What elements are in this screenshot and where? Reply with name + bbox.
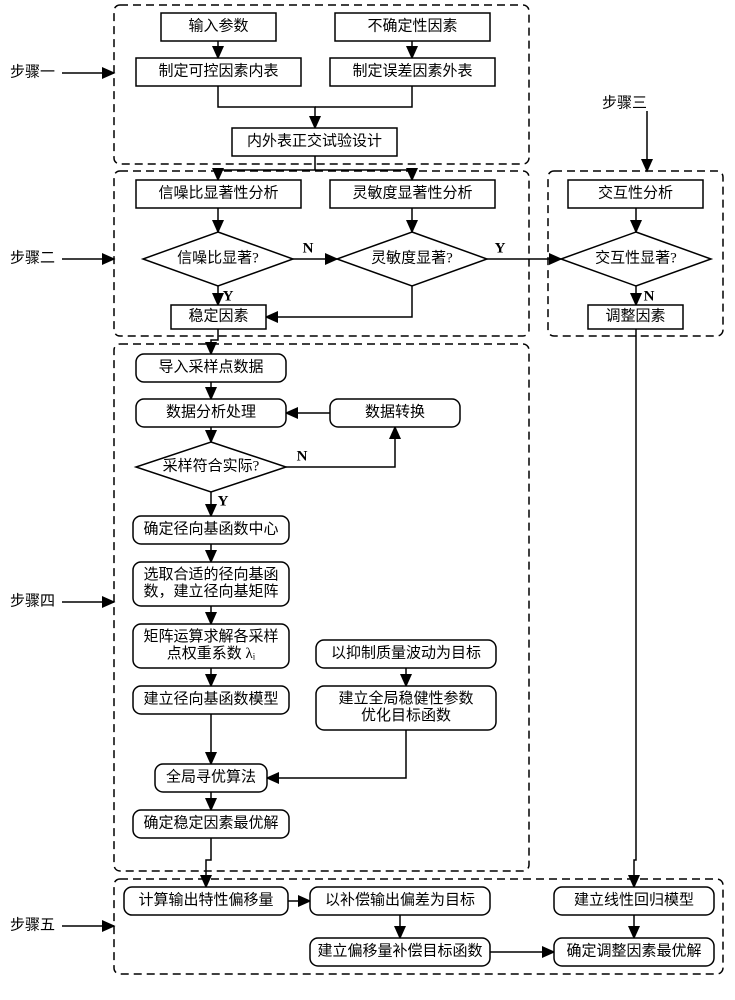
edge-label-d2a_n: N [303, 240, 314, 256]
block-b1d-text: 制定误差因素外表 [352, 62, 472, 79]
block-b4h-text: 以抑制质量波动为目标 [331, 644, 481, 661]
block-b4a-text: 导入采样点数据 [158, 358, 263, 375]
block-b4j-text: 全局寻优算法 [166, 767, 256, 785]
block-b2c-text: 稳定因素 [188, 307, 248, 324]
block-b2a-text: 信噪比显著性分析 [158, 184, 278, 201]
step-label-s2: 步骤二 [10, 249, 55, 266]
step-label-s1: 步骤一 [10, 63, 55, 80]
edge-label-d3a_n: N [644, 288, 655, 304]
diamond-d4a-text: 采样符合实际? [163, 457, 260, 474]
block-b4d-text: 确定径向基函数中心 [143, 520, 278, 537]
step-label-s4: 步骤四 [10, 592, 55, 609]
block-b1e-text: 内外表正交试验设计 [247, 131, 382, 149]
block-b4f-text: 矩阵运算求解各采样 [143, 627, 278, 645]
diamond-d3a-text: 交互性显著? [595, 248, 677, 266]
block-b3b-text: 调整因素 [605, 307, 665, 324]
edge-label-d4a_y: Y [218, 493, 229, 509]
block-b4f-text: 点权重系数 λᵢ [167, 645, 256, 662]
step-label-s5: 步骤五 [10, 916, 55, 933]
block-b1c-text: 制定可控因素内表 [158, 62, 278, 79]
block-b3a-text: 交互性分析 [598, 183, 673, 201]
block-b4k-text: 确定稳定因素最优解 [143, 814, 278, 831]
edge-label-d2a_y: Y [223, 288, 234, 304]
block-b4e-text: 数，建立径向基矩阵 [143, 583, 278, 600]
arrow-a25 [206, 838, 211, 887]
block-b2b-text: 灵敏度显著性分析 [352, 184, 472, 201]
diamond-d2b-text: 灵敏度显著? [371, 249, 453, 266]
block-b4i-text: 优化目标函数 [361, 707, 451, 724]
block-b4e-text: 选取合适的径向基函 [143, 566, 278, 583]
block-b4g-text: 建立径向基函数模型 [143, 690, 278, 707]
block-b4c-text: 数据转换 [365, 403, 425, 420]
block-b1a-text: 输入参数 [188, 17, 248, 34]
block-b1b-text: 不确定性因素 [367, 17, 457, 34]
arrow-a3b [315, 86, 412, 107]
block-b5d-text: 建立线性回归模型 [574, 891, 694, 908]
edge-label-d2b_y: Y [495, 240, 506, 256]
arrow-a4 [218, 156, 315, 180]
diamond-d2a-text: 信噪比显著? [177, 249, 259, 266]
block-b4i-text: 建立全局稳健性参数 [338, 689, 473, 707]
block-b5c-text: 建立偏移量补偿目标函数 [317, 942, 482, 959]
block-b5b-text: 以补偿输出偏差为目标 [325, 891, 475, 908]
block-b5e-text: 确定调整因素最优解 [566, 942, 701, 959]
step-label-s3: 步骤三 [602, 94, 647, 111]
arrow-a3 [218, 86, 315, 128]
arrow-a24 [267, 730, 406, 778]
edge-label-d4a_n: N [297, 448, 308, 464]
arrow-a29 [634, 329, 636, 887]
arrow-a13a [211, 329, 218, 354]
block-b4b-text: 数据分析处理 [166, 403, 256, 420]
block-b5a-text: 计算输出特性偏移量 [138, 890, 273, 908]
arrow-a9 [266, 285, 412, 317]
